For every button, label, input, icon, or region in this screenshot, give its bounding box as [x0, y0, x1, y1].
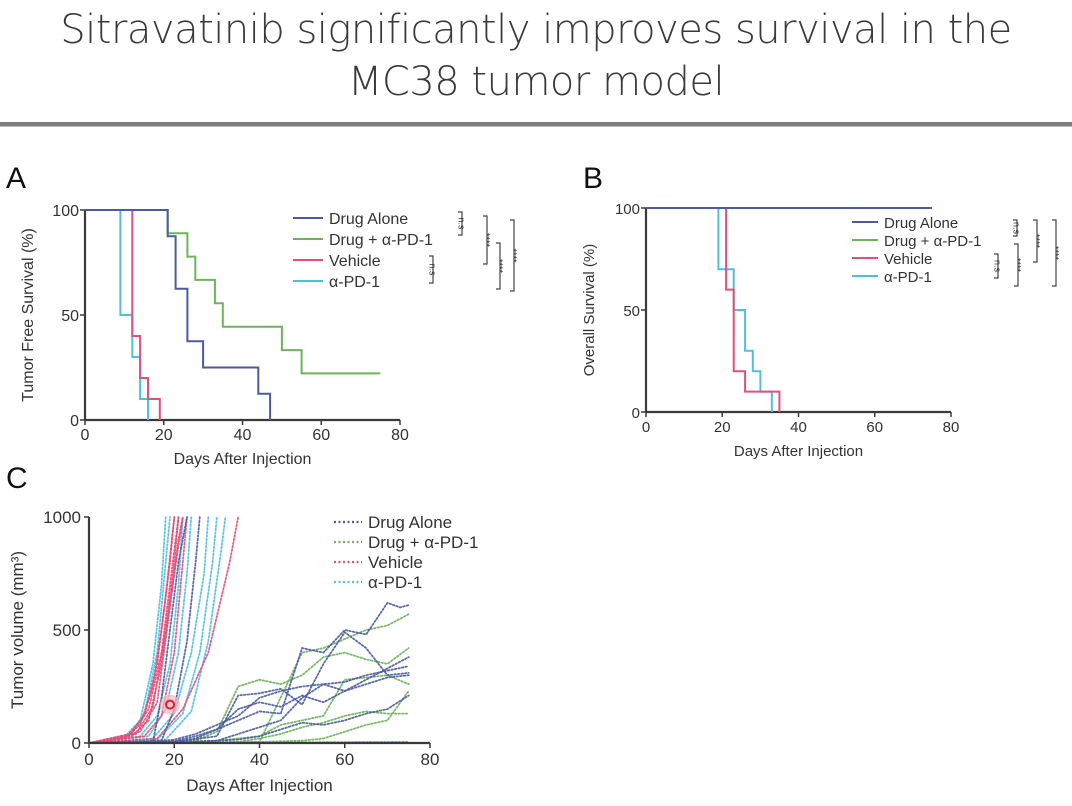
panel-c-curve-vehicle	[88, 516, 184, 744]
panel-b-legend-label: Drug + α-PD-1	[884, 233, 981, 250]
panel-a-y-axis-label: Tumor Free Survival (%)	[20, 228, 37, 402]
panel-c-curve-drug-alone	[88, 601, 410, 744]
panel-a-significance-label: n.s	[457, 217, 467, 230]
panel-b-significance-bracket	[1033, 219, 1038, 263]
panel-a-significance-label: n.s	[428, 263, 438, 276]
panel-c-x-tick-label: 60	[335, 750, 354, 769]
panel-c-x-axis-label: Days After Injection	[186, 776, 332, 795]
panel-b-significance-bracket	[994, 253, 999, 279]
panel-c-x-tick-label: 80	[421, 750, 440, 769]
panel-a-significance-label: ****	[482, 233, 492, 248]
panel-a-series-drug-pd-1	[85, 209, 381, 375]
panel-a-significance-bracket	[429, 255, 434, 284]
panel-a-legend-label: α-PD-1	[329, 274, 380, 291]
panel-a-significance-bracket	[510, 219, 515, 292]
panel-b-legend-label: α-PD-1	[884, 269, 932, 286]
panel-a-significance-bracket	[483, 215, 488, 265]
panel-b-series--pd-1	[646, 207, 773, 412]
panel-a-series-vehicle	[85, 209, 161, 420]
panel-c-curve-drug-pd-1	[88, 690, 410, 744]
panel-c-curve-drug-alone	[88, 516, 201, 744]
panel-a-legend-label: Vehicle	[329, 253, 381, 270]
panel-a-y-tick-label: 50	[61, 308, 79, 325]
panel-c-curve-drug-pd-1	[88, 710, 410, 744]
panel-b-significance-label: n.s	[1012, 222, 1022, 235]
panel-c-legend-label: Vehicle	[368, 553, 423, 572]
panel-c-curve-vehicle	[88, 516, 188, 744]
panel-c-curve-drug-alone	[88, 656, 410, 744]
panel-b-significance-label: ****	[1032, 234, 1042, 249]
panel-c-legend-label: Drug Alone	[368, 513, 452, 532]
panel-a-x-axis-label: Days After Injection	[174, 451, 312, 468]
panel-b-y-tick-label: 100	[615, 201, 640, 218]
panel-c-legend-label: α-PD-1	[368, 573, 422, 592]
panel-a-legend-label: Drug Alone	[329, 211, 408, 228]
panel-c-y-tick-label: 500	[53, 621, 81, 640]
panel-c-y-tick-label: 1000	[43, 508, 81, 527]
panel-a-legend-label: Drug + α-PD-1	[329, 232, 433, 249]
panel-c-y-axis-label: Tumor volume (mm³)	[8, 551, 27, 709]
panel-label-c: C	[6, 462, 28, 495]
panel-b-legend-label: Drug Alone	[884, 215, 958, 232]
panel-a-series--pd-1	[85, 209, 149, 420]
panel-b-significance-label: ****	[1013, 258, 1023, 273]
panel-c-y-tick-label: 0	[72, 734, 81, 753]
panel-b-x-tick-label: 40	[790, 419, 807, 436]
panel-c-curve-vehicle	[88, 516, 180, 744]
panel-a-x-tick-label: 0	[81, 427, 90, 444]
panel-a-x-tick-label: 80	[391, 427, 409, 444]
panel-b-x-axis-label: Days After Injection	[734, 443, 863, 460]
panel-b-legend-label: Vehicle	[884, 251, 932, 268]
panel-b-x-tick-label: 80	[943, 419, 960, 436]
panel-c-curve-drug-alone	[88, 665, 410, 744]
panel-a-significance-label: ****	[495, 259, 505, 274]
panel-c-x-tick-label: 20	[165, 750, 184, 769]
panel-c-curve-drug-pd-1	[88, 613, 410, 744]
panel-a-x-tick-label: 40	[234, 427, 252, 444]
slide-title-line-1: Sitravatinib significantly improves surv…	[60, 7, 1012, 53]
panel-c-x-tick-label: 40	[250, 750, 269, 769]
panel-c-curve-drug-alone	[88, 631, 410, 744]
panel-a-x-tick-label: 20	[155, 427, 173, 444]
panel-a-y-tick-label: 100	[52, 203, 79, 220]
panel-c-curve-drug-pd-1	[88, 674, 410, 744]
panel-a-significance-bracket	[496, 242, 501, 290]
panel-c-highlight-halo	[159, 694, 180, 715]
panel-c-curve-drug-alone	[88, 694, 410, 744]
panel-c-curve-drug-pd-1	[88, 647, 410, 744]
panel-b-y-axis-label: Overall Survival (%)	[581, 244, 598, 377]
panel-a-significance-bracket	[458, 211, 463, 236]
slide-title: Sitravatinib significantly improves surv…	[0, 4, 1072, 108]
panel-c-curve-vehicle	[88, 516, 240, 744]
panel-b-y-tick-label: 0	[632, 405, 640, 422]
panel-b-significance-bracket	[1052, 219, 1057, 287]
panel-b-significance-label: ****	[1051, 246, 1061, 261]
panel-b-significance-bracket	[1013, 219, 1018, 237]
panel-label-a: A	[6, 162, 27, 195]
panel-label-b: B	[583, 162, 604, 195]
panel-c-curve--pd-1	[88, 516, 171, 744]
panel-c-legend-label: Drug + α-PD-1	[368, 533, 478, 552]
panel-c-x-tick-label: 0	[84, 750, 93, 769]
title-divider	[0, 122, 1072, 127]
panel-a-x-tick-label: 60	[312, 427, 330, 444]
panel-c-highlight-marker	[164, 699, 175, 710]
panel-a-significance-label: ****	[509, 248, 519, 263]
slide-title-line-2: MC38 tumor model	[347, 59, 725, 105]
panel-a-series-drug-alone	[85, 209, 272, 420]
panel-b-x-tick-label: 20	[714, 419, 731, 436]
panel-b-y-tick-label: 50	[623, 303, 640, 320]
panel-b-significance-label: n.s	[993, 260, 1003, 273]
panel-b-significance-bracket	[1014, 243, 1019, 287]
panel-b-x-tick-label: 0	[642, 419, 650, 436]
panel-b-series-vehicle	[646, 207, 781, 412]
panel-a-y-tick-label: 0	[70, 413, 79, 430]
panel-b-x-tick-label: 60	[866, 419, 883, 436]
